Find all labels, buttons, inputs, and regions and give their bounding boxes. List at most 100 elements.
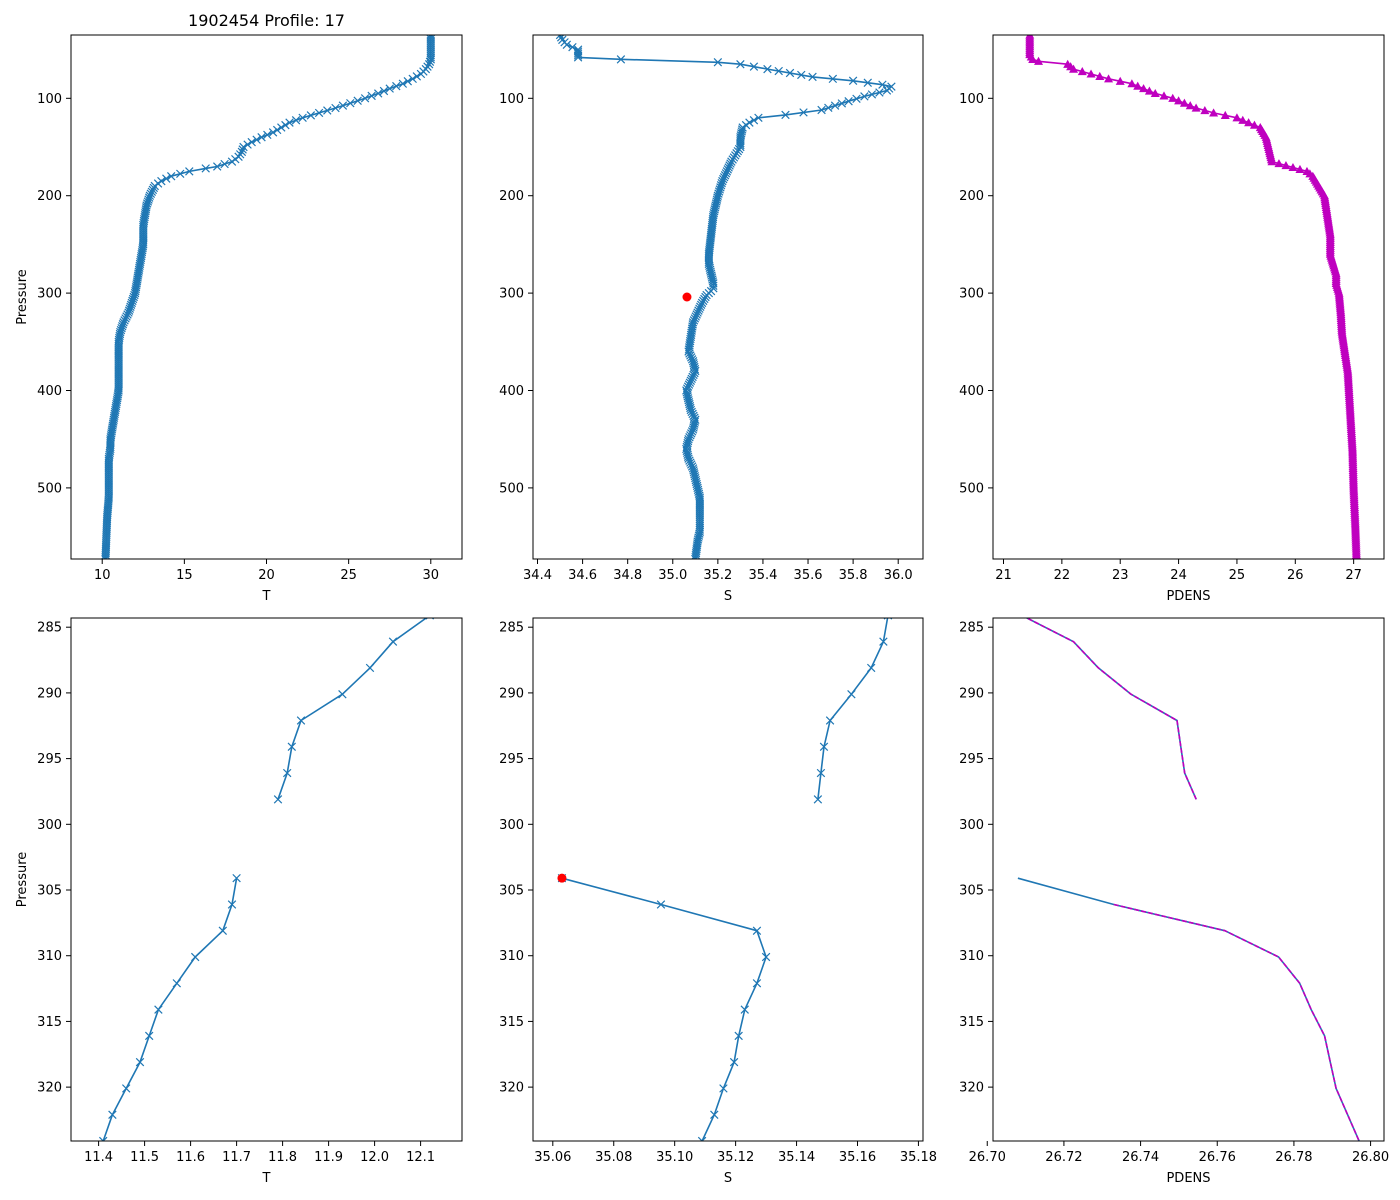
series-line bbox=[1017, 877, 1360, 1141]
data-point bbox=[101, 552, 110, 559]
x-tick-label: 26.80 bbox=[1352, 1150, 1389, 1165]
data-point bbox=[101, 554, 110, 559]
data-point bbox=[232, 873, 241, 883]
x-tick-label: 15 bbox=[176, 568, 193, 583]
y-tick-label: 300 bbox=[959, 818, 984, 833]
x-tick-label: 34.8 bbox=[613, 568, 642, 583]
data-point bbox=[1244, 118, 1254, 127]
x-tick-label: 10 bbox=[94, 568, 111, 583]
data-point bbox=[785, 68, 795, 78]
x-tick-label: 26 bbox=[1287, 568, 1304, 583]
data-point bbox=[220, 159, 229, 169]
data-point bbox=[281, 120, 290, 130]
data-point bbox=[573, 49, 583, 58]
data-point bbox=[1174, 96, 1184, 105]
x-tick-label: 11.4 bbox=[84, 1150, 113, 1165]
data-point bbox=[736, 59, 745, 69]
data-point bbox=[763, 64, 772, 74]
y-tick-label: 285 bbox=[959, 621, 984, 636]
plot-area-pdens-zoom bbox=[1017, 618, 1360, 1141]
data-point bbox=[1209, 108, 1219, 117]
subplot-s-full: 34.4 34.6 34.8 35.0 35.2 35.4 35.6 35.8 36.0 100 2… bbox=[499, 34, 924, 604]
x-tick-label: 25 bbox=[340, 568, 357, 583]
y-axis-label: Pressure bbox=[15, 852, 30, 908]
data-point bbox=[1144, 86, 1154, 95]
data-point bbox=[852, 94, 861, 104]
data-point bbox=[754, 113, 763, 123]
data-point bbox=[367, 91, 376, 101]
data-point bbox=[867, 90, 877, 99]
x-tick-label: 35.06 bbox=[534, 1150, 571, 1165]
data-point bbox=[761, 952, 771, 962]
y-tick-label: 315 bbox=[499, 1015, 524, 1030]
data-point bbox=[555, 35, 565, 40]
data-point bbox=[799, 108, 808, 117]
y-tick-label: 400 bbox=[37, 384, 62, 399]
data-point bbox=[298, 113, 307, 123]
subplot-pdens-zoom: 26.70 26.72 26.74 26.76 26.78 26.80 285 290 295 3… bbox=[959, 617, 1389, 1186]
x-axis-label: PDENS bbox=[1166, 589, 1210, 604]
data-point bbox=[837, 99, 847, 108]
data-point bbox=[1069, 64, 1079, 73]
plot-area-t-zoom bbox=[98, 618, 435, 1141]
data-point bbox=[162, 174, 171, 183]
y-tick-label: 310 bbox=[959, 949, 984, 964]
data-point bbox=[781, 110, 790, 120]
data-point bbox=[379, 86, 389, 96]
data-point bbox=[1034, 56, 1044, 65]
axes-frame bbox=[532, 617, 924, 1142]
data-point bbox=[426, 35, 436, 40]
x-tick-label: 35.2 bbox=[703, 568, 732, 583]
data-point bbox=[201, 164, 210, 173]
y-tick-label: 285 bbox=[37, 621, 62, 636]
x-tick-label: 35.6 bbox=[794, 568, 823, 583]
data-point bbox=[306, 111, 316, 120]
data-point bbox=[331, 103, 340, 113]
x-tick-label: 35.0 bbox=[658, 568, 687, 583]
y-tick-label: 100 bbox=[37, 92, 62, 107]
data-point bbox=[360, 94, 370, 103]
flagged-point bbox=[557, 873, 567, 883]
data-point bbox=[656, 900, 666, 909]
data-point bbox=[616, 55, 626, 64]
y-tick-label: 295 bbox=[959, 752, 984, 767]
data-point bbox=[817, 105, 826, 115]
series-t-full-0 bbox=[101, 35, 436, 559]
axes-frame bbox=[532, 34, 924, 560]
y-tick-label: 200 bbox=[959, 189, 984, 204]
y-tick-label: 310 bbox=[37, 949, 62, 964]
data-point bbox=[190, 952, 200, 962]
data-point bbox=[1139, 84, 1149, 93]
x-tick-label: 34.4 bbox=[523, 568, 552, 583]
series-pdens-zoom-1 bbox=[1017, 877, 1360, 1141]
data-point bbox=[346, 98, 355, 108]
data-point bbox=[425, 57, 435, 67]
data-point bbox=[1133, 81, 1143, 90]
data-point bbox=[749, 62, 759, 71]
data-point bbox=[257, 133, 266, 142]
data-point bbox=[1238, 115, 1248, 124]
subplot-t-full: 10 15 20 25 30 100 200 300 400 500 T Pressure 190245… bbox=[15, 11, 463, 604]
data-point bbox=[247, 137, 256, 147]
series-s-full-1 bbox=[682, 292, 692, 302]
data-point bbox=[713, 58, 723, 67]
y-tick-label: 315 bbox=[959, 1015, 984, 1030]
data-point bbox=[416, 69, 426, 79]
data-point bbox=[691, 552, 700, 559]
data-point bbox=[1086, 69, 1096, 78]
data-point bbox=[844, 97, 853, 106]
axes-frame bbox=[992, 617, 1385, 1142]
data-point bbox=[695, 521, 705, 530]
data-point bbox=[709, 281, 718, 291]
data-point bbox=[1220, 110, 1230, 119]
y-tick-label: 285 bbox=[499, 621, 524, 636]
y-tick-label: 295 bbox=[499, 752, 524, 767]
y-tick-label: 100 bbox=[959, 92, 984, 107]
data-point bbox=[828, 74, 838, 84]
y-tick-label: 200 bbox=[37, 189, 62, 204]
data-point bbox=[365, 663, 375, 673]
x-tick-label: 26.76 bbox=[1199, 1150, 1236, 1165]
data-point bbox=[573, 51, 583, 60]
data-point bbox=[426, 44, 436, 54]
y-tick-label: 300 bbox=[37, 287, 62, 302]
